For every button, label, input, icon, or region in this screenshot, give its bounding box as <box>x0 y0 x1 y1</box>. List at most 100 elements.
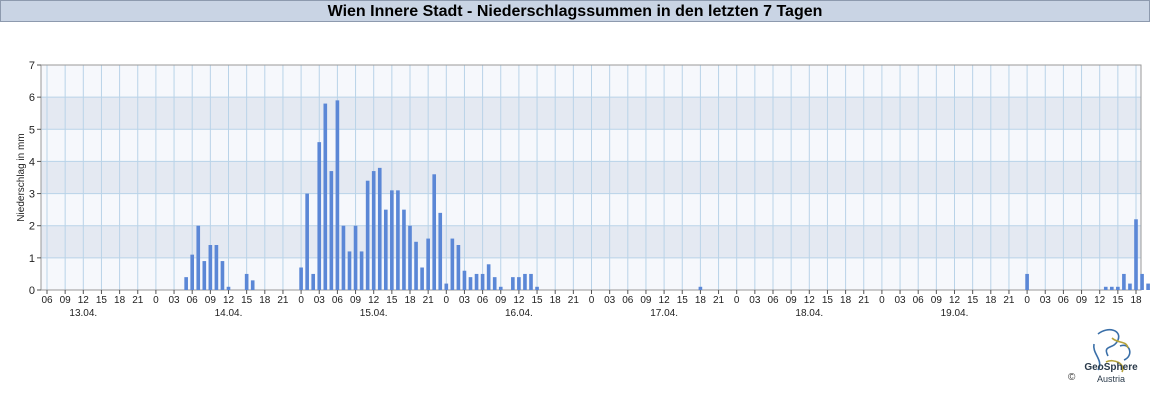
bar <box>408 225 412 290</box>
x-tick-label: 0 <box>444 295 450 306</box>
x-tick-label: 06 <box>913 295 925 306</box>
x-tick-label: 18 <box>985 295 997 306</box>
x-tick-label: 12 <box>223 295 235 306</box>
x-tick-label: 18 <box>695 295 707 306</box>
x-tick-label: 12 <box>368 295 380 306</box>
bar <box>244 273 249 290</box>
y-tick-label: 5 <box>29 124 35 136</box>
x-tick-label: 21 <box>423 295 435 306</box>
bar <box>432 174 437 290</box>
x-tick-label: 12 <box>659 295 671 306</box>
bar <box>486 264 491 290</box>
x-tick-label: 0 <box>879 295 885 306</box>
x-tick-label: 21 <box>132 295 144 306</box>
day-label: 16.04. <box>505 308 533 319</box>
bar <box>444 283 449 290</box>
bar <box>335 100 340 290</box>
x-tick-label: 21 <box>568 295 580 306</box>
bar <box>341 225 346 290</box>
bar <box>511 277 515 290</box>
bar <box>462 270 467 290</box>
bar <box>226 286 231 290</box>
bar <box>402 209 406 290</box>
x-tick-label: 09 <box>786 295 798 306</box>
x-tick-label: 12 <box>804 295 816 306</box>
geosphere-logo-icon <box>1093 328 1131 373</box>
bar <box>426 238 430 290</box>
logo-name: GeoSphere <box>1084 362 1138 373</box>
bar <box>396 190 400 290</box>
day-label: 19.04. <box>941 308 969 319</box>
bar <box>523 273 527 290</box>
bar <box>196 225 201 290</box>
x-tick-label: 03 <box>749 295 761 306</box>
x-tick-label: 15 <box>96 295 108 306</box>
x-tick-label: 06 <box>477 295 489 306</box>
x-tick-label: 03 <box>314 295 326 306</box>
bar <box>329 171 334 290</box>
bar <box>220 261 225 290</box>
y-tick-label: 1 <box>29 253 35 265</box>
y-tick-label: 0 <box>29 285 35 297</box>
x-tick-label: 18 <box>840 295 852 306</box>
bar <box>311 273 316 290</box>
x-tick-label: 03 <box>459 295 471 306</box>
day-label: 15.04. <box>360 308 388 319</box>
x-tick-label: 09 <box>640 295 652 306</box>
x-tick-label: 18 <box>404 295 416 306</box>
bar <box>1146 283 1150 290</box>
x-tick-label: 03 <box>168 295 180 306</box>
y-tick-label: 3 <box>29 189 35 201</box>
x-tick-label: 0 <box>589 295 595 306</box>
bar <box>359 251 364 290</box>
bar <box>208 245 213 290</box>
bar <box>414 241 418 290</box>
bar <box>529 273 533 290</box>
bar <box>190 254 195 290</box>
x-tick-label: 06 <box>622 295 634 306</box>
x-tick-label: 18 <box>259 295 271 306</box>
x-tick-label: 0 <box>734 295 740 306</box>
x-tick-label: 09 <box>1076 295 1088 306</box>
x-tick-label: 03 <box>1040 295 1052 306</box>
bar <box>420 267 424 290</box>
x-tick-label: 12 <box>949 295 961 306</box>
bar <box>1109 286 1114 290</box>
y-tick-label: 2 <box>29 221 35 233</box>
day-label: 18.04. <box>795 308 823 319</box>
x-tick-label: 15 <box>677 295 689 306</box>
x-tick-label: 21 <box>858 295 870 306</box>
logo-subtitle: Austria <box>1096 374 1125 384</box>
x-tick-label: 15 <box>822 295 834 306</box>
bar <box>535 286 539 290</box>
x-tick-label: 15 <box>1112 295 1124 306</box>
bar <box>468 277 473 290</box>
x-tick-label: 09 <box>931 295 943 306</box>
bar <box>480 273 485 290</box>
bar <box>1025 273 1029 290</box>
x-tick-label: 12 <box>513 295 525 306</box>
bar <box>390 190 394 290</box>
bar <box>383 209 388 290</box>
bar <box>371 171 376 290</box>
x-tick-label: 0 <box>298 295 304 306</box>
x-tick-label: 09 <box>205 295 217 306</box>
bar <box>184 277 188 290</box>
bar <box>299 267 303 290</box>
x-tick-label: 15 <box>967 295 979 306</box>
y-axis-label: Niederschlag in mm <box>16 133 27 221</box>
x-tick-label: 18 <box>114 295 126 306</box>
bar <box>517 277 521 290</box>
y-tick-label: 6 <box>29 92 35 104</box>
x-tick-label: 06 <box>1058 295 1070 306</box>
bar <box>365 180 370 290</box>
bar <box>377 167 382 290</box>
x-tick-label: 12 <box>78 295 90 306</box>
x-tick-label: 03 <box>604 295 616 306</box>
x-tick-label: 09 <box>60 295 72 306</box>
bar <box>438 212 443 290</box>
x-tick-label: 18 <box>1130 295 1142 306</box>
x-tick-label: 21 <box>1003 295 1015 306</box>
y-tick-label: 7 <box>29 60 35 72</box>
